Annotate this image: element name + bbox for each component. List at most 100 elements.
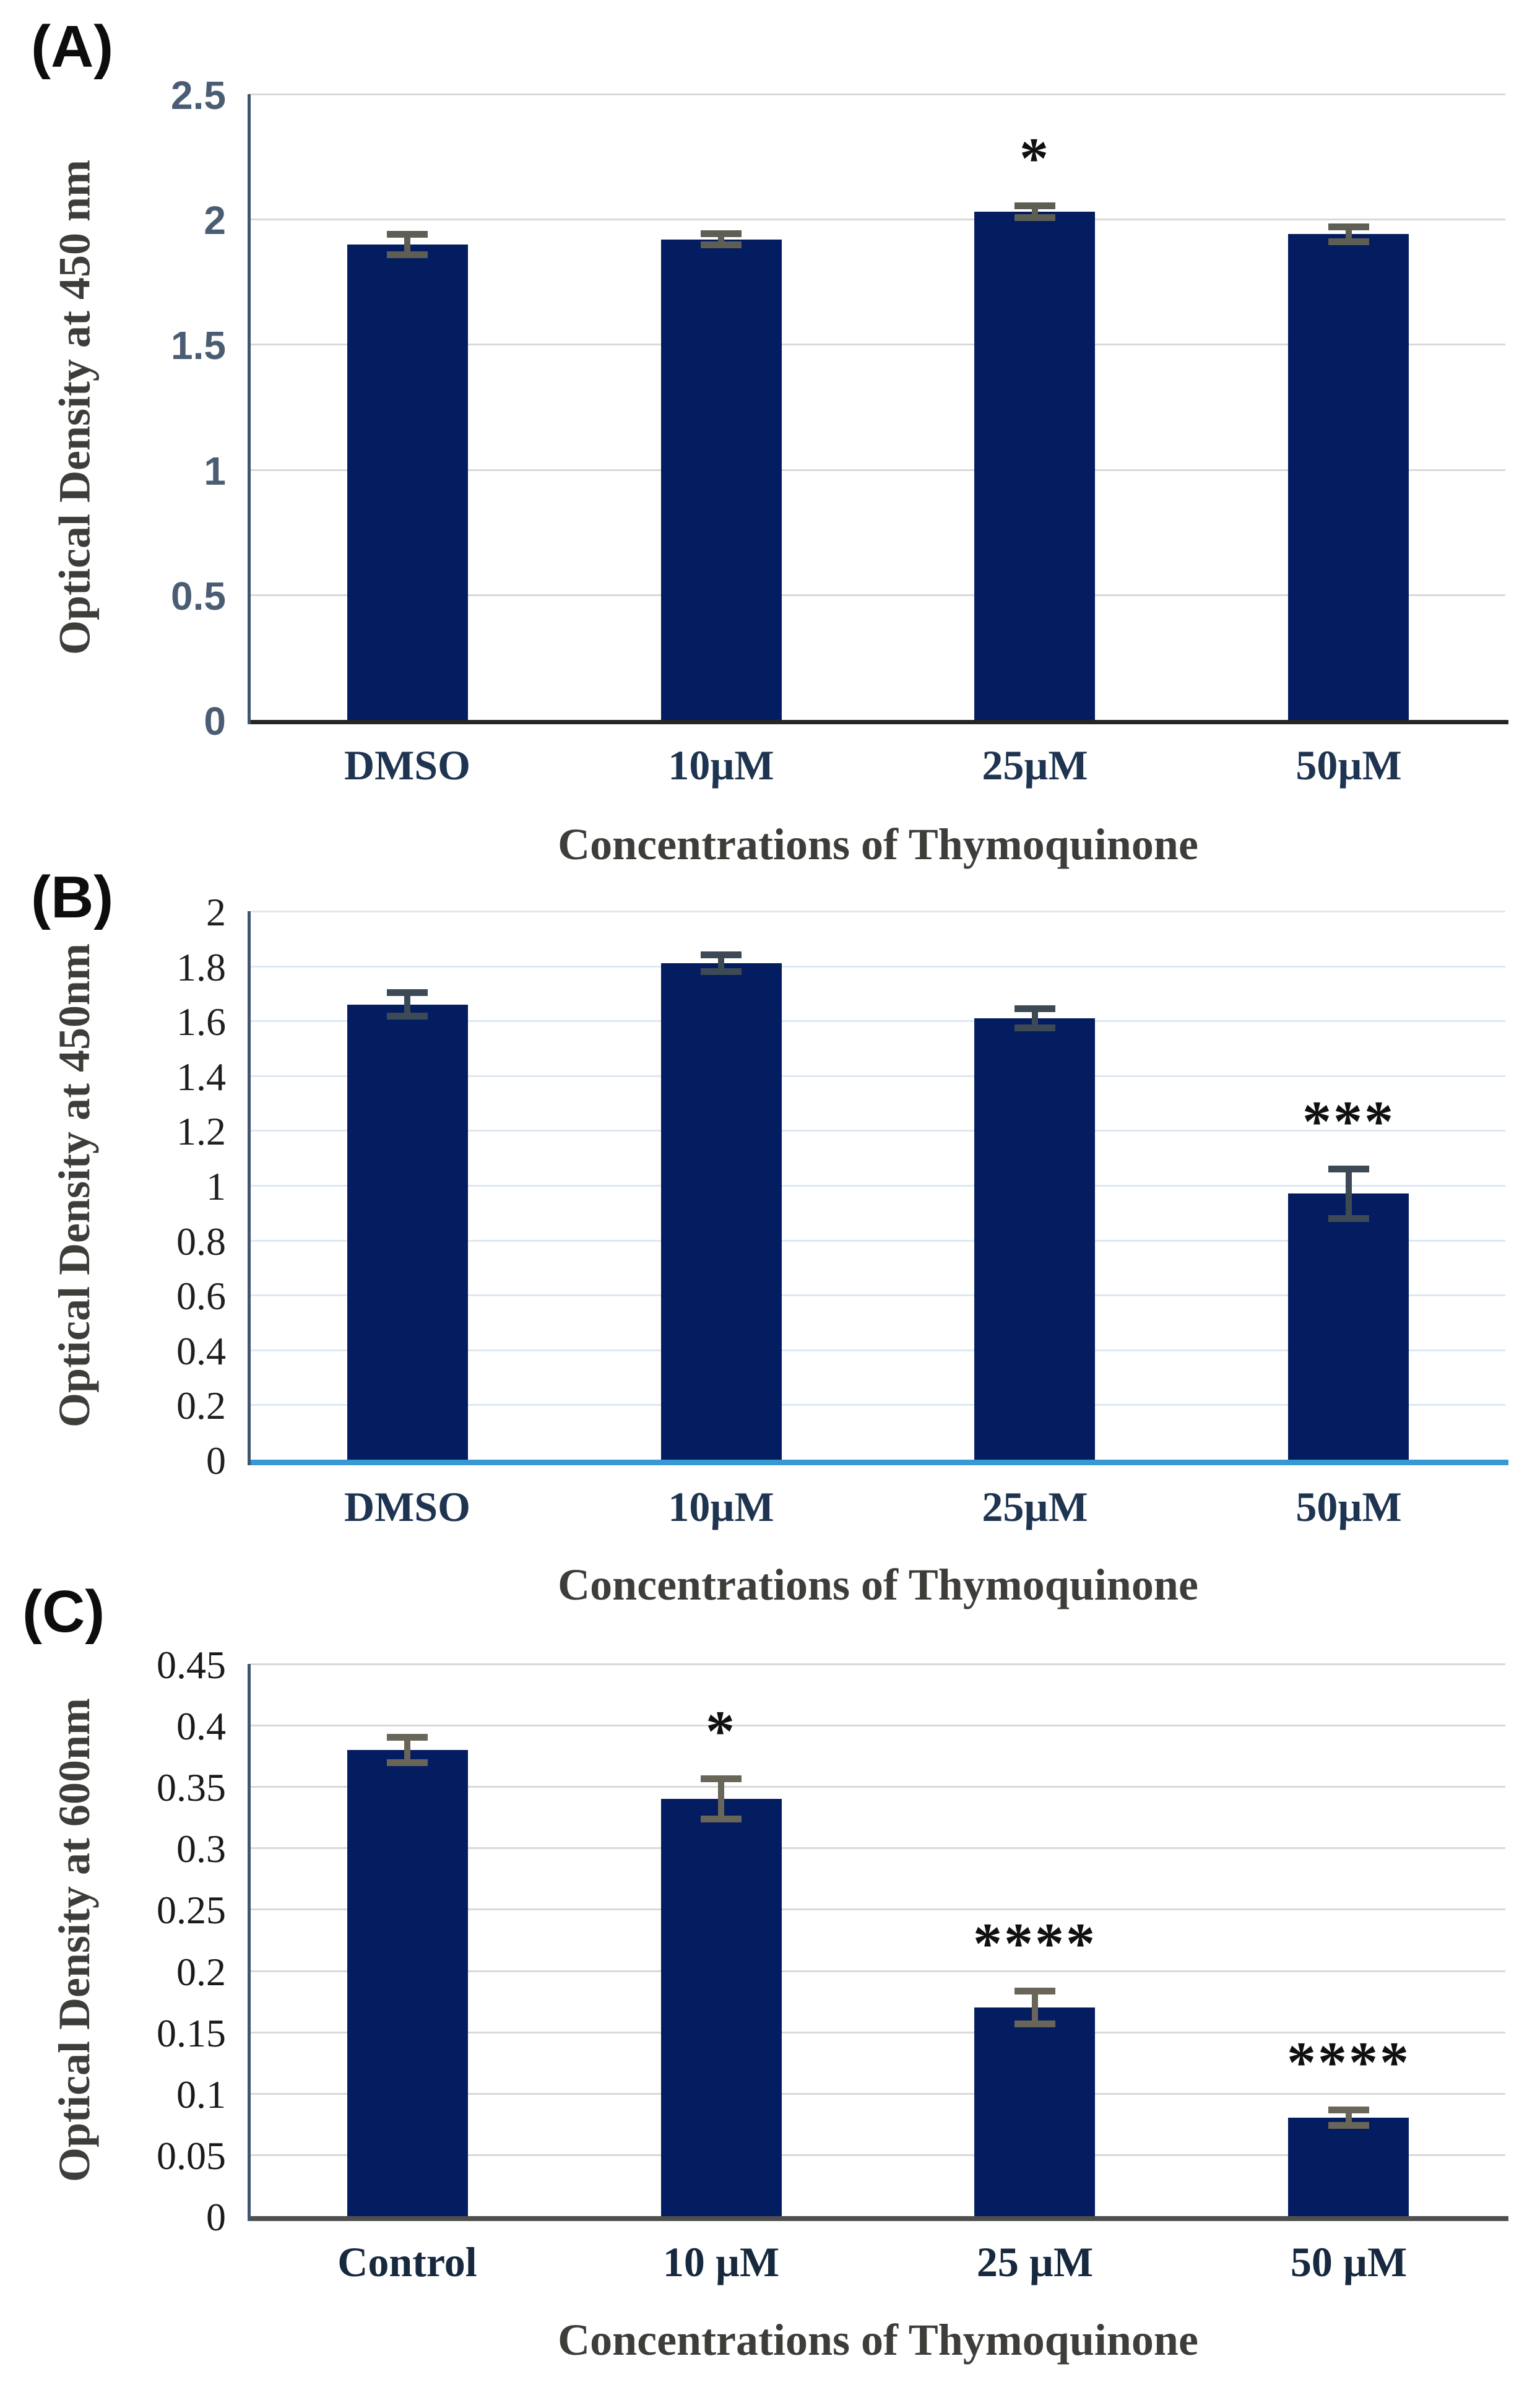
significance-stars: * — [1019, 126, 1050, 191]
bar-50µM — [1288, 234, 1409, 720]
y-tick-label: 0.45 — [157, 1643, 226, 1687]
x-axis-title: Concentrations of Thymoquinone — [558, 2315, 1198, 2365]
error-bar-cap-top — [1014, 1005, 1055, 1012]
bar-25µM — [974, 1018, 1095, 1460]
y-tick-label: 0.1 — [176, 2072, 226, 2116]
error-bar-cap-bottom — [1014, 1024, 1055, 1031]
bar-50µM — [1288, 2118, 1409, 2216]
significance-stars: *** — [1302, 1089, 1395, 1154]
y-tick-label: 0.35 — [157, 1765, 226, 1810]
y-tick-label: 2 — [204, 198, 226, 243]
error-bar-cap-top — [387, 989, 428, 996]
error-bar-stem — [1346, 2113, 1352, 2123]
gridline — [251, 965, 1505, 968]
y-tick-label: 0.8 — [176, 1219, 226, 1263]
significance-stars: * — [706, 1699, 737, 1764]
gridline — [251, 1786, 1505, 1788]
x-category-label: 50µM — [1296, 1483, 1402, 1530]
bar-10µM — [661, 240, 782, 720]
x-category-label: 50µM — [1296, 742, 1402, 789]
gridline — [251, 1185, 1505, 1187]
error-bar-cap-top — [1328, 2107, 1369, 2113]
y-tick-label: 1.6 — [176, 1000, 226, 1044]
x-category-label: 50 µM — [1290, 2238, 1408, 2285]
x-category-label: 25 µM — [976, 2238, 1094, 2285]
gridline — [251, 1725, 1505, 1727]
y-tick-label: 0 — [204, 699, 226, 743]
y-tick-label: 0.4 — [176, 1704, 226, 1749]
error-bar-stem — [1346, 1172, 1352, 1216]
bar-10µM — [661, 1799, 782, 2216]
error-bar-cap-top — [1014, 202, 1055, 209]
panel-letter: (A) — [31, 14, 114, 80]
x-category-label: 10µM — [668, 742, 774, 789]
gridline — [251, 1404, 1505, 1406]
error-bar-cap-bottom — [1328, 1215, 1369, 1222]
y-tick-label: 0.2 — [176, 1384, 226, 1428]
y-tick-label: 0.3 — [176, 1827, 226, 1871]
y-tick-label: 1 — [206, 1164, 226, 1208]
y-tick-label: 0.4 — [176, 1328, 226, 1373]
error-bar-cap-bottom — [1328, 238, 1369, 245]
error-bar-cap-top — [387, 1734, 428, 1741]
y-tick-label: 1.8 — [176, 945, 226, 989]
x-category-label: 25µM — [982, 742, 1088, 789]
x-axis-title: Concentrations of Thymoquinone — [558, 1560, 1198, 1609]
gridline — [251, 2031, 1505, 2033]
y-axis-line — [248, 911, 251, 1465]
y-tick-label: 1 — [204, 448, 226, 493]
significance-stars: **** — [1287, 2030, 1411, 2095]
x-category-label: 10 µM — [662, 2238, 780, 2285]
x-category-label: 25µM — [982, 1483, 1088, 1530]
error-bar-cap-bottom — [701, 241, 742, 248]
error-bar-stem — [404, 237, 410, 252]
x-axis-title: Concentrations of Thymoquinone — [558, 820, 1198, 869]
y-axis-title: Optical Density at 450 nm — [50, 160, 100, 655]
y-tick-label: 0.6 — [176, 1274, 226, 1319]
gridline — [251, 911, 1505, 912]
gridline — [251, 93, 1505, 95]
gridline — [251, 1020, 1505, 1023]
y-tick-label: 0 — [206, 2195, 226, 2239]
error-bar-stem — [404, 995, 410, 1013]
gridline — [251, 1847, 1505, 1850]
error-bar-cap-bottom — [387, 1013, 428, 1020]
bar-DMSO — [347, 1005, 468, 1460]
error-bar-cap-bottom — [1328, 2122, 1369, 2129]
x-axis-baseline — [251, 1460, 1508, 1465]
y-axis-title: Optical Density at 600nm — [50, 1698, 99, 2182]
y-axis-line — [248, 94, 251, 724]
y-tick-label: 1.2 — [176, 1109, 226, 1154]
x-category-label: Control — [337, 2238, 477, 2285]
error-bar-stem — [1032, 209, 1038, 215]
y-tick-label: 0.5 — [171, 573, 226, 618]
bar-10µM — [661, 963, 782, 1460]
error-bar-stem — [718, 958, 724, 969]
error-bar-cap-top — [387, 231, 428, 238]
x-axis-baseline — [251, 2216, 1508, 2221]
gridline — [251, 1349, 1505, 1351]
gridline — [251, 1908, 1505, 1911]
gridline — [251, 1075, 1505, 1077]
y-tick-label: 0.05 — [157, 2133, 226, 2178]
y-tick-label: 1.5 — [171, 323, 226, 368]
y-tick-label: 1.4 — [176, 1054, 226, 1099]
bar-50µM — [1288, 1193, 1409, 1460]
x-axis-baseline — [251, 720, 1508, 724]
error-bar-stem — [1032, 1011, 1038, 1025]
gridline — [251, 219, 1505, 221]
gridline — [251, 1294, 1505, 1297]
y-tick-label: 0.15 — [157, 2011, 226, 2055]
gridline — [251, 1130, 1505, 1132]
error-bar-cap-top — [1014, 1988, 1055, 1994]
gridline — [251, 2154, 1505, 2156]
y-tick-label: 2 — [206, 890, 226, 934]
error-bar-cap-bottom — [1014, 214, 1055, 221]
y-tick-label: 2.5 — [171, 73, 226, 118]
gridline — [251, 344, 1505, 346]
panel-letter: (B) — [31, 864, 114, 930]
x-category-label: 10µM — [668, 1483, 774, 1530]
error-bar-cap-top — [1328, 1166, 1369, 1172]
